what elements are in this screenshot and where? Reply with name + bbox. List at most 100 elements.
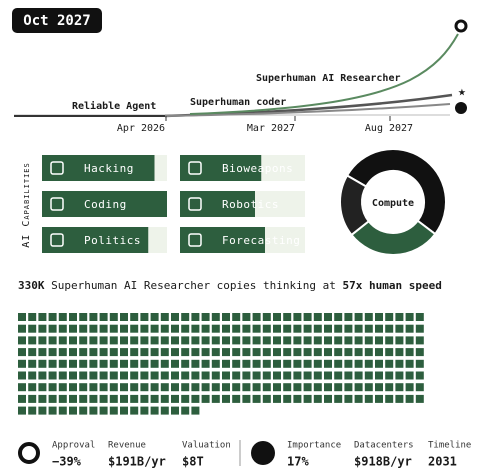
copy-square	[211, 336, 220, 345]
copy-square	[344, 313, 353, 321]
copy-square	[38, 324, 47, 333]
copy-square	[181, 324, 190, 333]
copy-square	[395, 371, 404, 380]
copy-square	[140, 406, 149, 415]
copy-square	[201, 336, 210, 345]
copy-square	[130, 359, 139, 368]
copy-square	[354, 394, 363, 403]
compute-share	[339, 174, 371, 237]
copy-square	[334, 394, 343, 403]
copy-square	[252, 324, 261, 333]
copy-square	[79, 371, 88, 380]
copy-square	[283, 348, 292, 357]
stat-label: Revenue	[108, 441, 146, 451]
copy-square	[140, 313, 149, 321]
copy-square	[38, 336, 47, 345]
copy-square	[191, 324, 200, 333]
copy-square	[273, 371, 281, 380]
capability-level	[42, 227, 149, 253]
capability-name: Forecasting	[222, 234, 300, 247]
copy-square	[160, 406, 169, 415]
copy-square	[273, 324, 281, 333]
copy-square	[313, 324, 322, 333]
copy-square	[334, 313, 343, 321]
copy-square	[354, 359, 363, 368]
copy-square	[201, 324, 210, 333]
copy-square	[344, 383, 353, 392]
copy-square	[181, 371, 190, 380]
copy-square	[160, 313, 169, 321]
copy-square	[48, 313, 57, 321]
copy-square	[89, 383, 98, 392]
stat-value: −39%	[52, 455, 82, 469]
copy-square	[38, 371, 47, 380]
copy-square	[252, 371, 261, 380]
copy-square	[18, 324, 26, 333]
copy-square	[232, 313, 241, 321]
copy-square	[364, 324, 373, 333]
copy-square	[354, 313, 363, 321]
copy-square	[99, 359, 108, 368]
copy-square	[191, 348, 200, 357]
copy-square	[160, 359, 169, 368]
copy-square	[160, 383, 169, 392]
copy-square	[222, 313, 230, 321]
copy-square	[232, 348, 241, 357]
copy-square	[58, 406, 67, 415]
copy-square	[232, 359, 241, 368]
copy-square	[171, 359, 179, 368]
copy-square	[262, 383, 271, 392]
copy-square	[140, 348, 149, 357]
milestone-label: Superhuman coder	[190, 97, 286, 108]
copy-square	[211, 359, 220, 368]
copy-square	[18, 406, 26, 415]
copy-square	[273, 313, 281, 321]
copy-square	[79, 394, 88, 403]
copy-square	[79, 359, 88, 368]
copy-square	[69, 348, 77, 357]
x-tick-label: Aug 2027	[365, 123, 413, 134]
copy-square	[48, 394, 57, 403]
copy-square	[385, 383, 394, 392]
copy-square	[364, 336, 373, 345]
copy-square	[415, 359, 424, 368]
copy-square	[28, 394, 37, 403]
copy-square	[28, 371, 37, 380]
copy-square	[171, 313, 179, 321]
capability-name: Coding	[84, 198, 127, 211]
compute-share	[345, 148, 447, 236]
copy-square	[262, 359, 271, 368]
copy-square	[130, 394, 139, 403]
copy-square	[364, 383, 373, 392]
copy-square	[150, 394, 159, 403]
copy-square	[405, 324, 414, 333]
copy-square	[171, 348, 179, 357]
globe-icon	[455, 102, 467, 114]
copy-square	[324, 313, 332, 321]
copy-square	[385, 324, 394, 333]
copy-square	[28, 313, 37, 321]
date: Oct 2027	[23, 13, 90, 29]
copy-square	[313, 348, 322, 357]
copy-square	[58, 394, 67, 403]
copy-square	[364, 313, 373, 321]
copy-square	[364, 359, 373, 368]
copy-square	[58, 348, 67, 357]
copy-square	[385, 371, 394, 380]
copy-square	[375, 394, 383, 403]
copy-square	[89, 324, 98, 333]
globe-icon	[251, 441, 275, 465]
copy-square	[58, 324, 67, 333]
copy-square	[171, 336, 179, 345]
copy-square	[79, 313, 88, 321]
copy-square	[385, 336, 394, 345]
copy-square	[150, 336, 159, 345]
copy-square	[69, 359, 77, 368]
copy-square	[375, 348, 383, 357]
copy-square	[405, 348, 414, 357]
copy-square	[293, 336, 302, 345]
copy-square	[120, 313, 128, 321]
copy-square	[191, 359, 200, 368]
copy-square	[334, 324, 343, 333]
